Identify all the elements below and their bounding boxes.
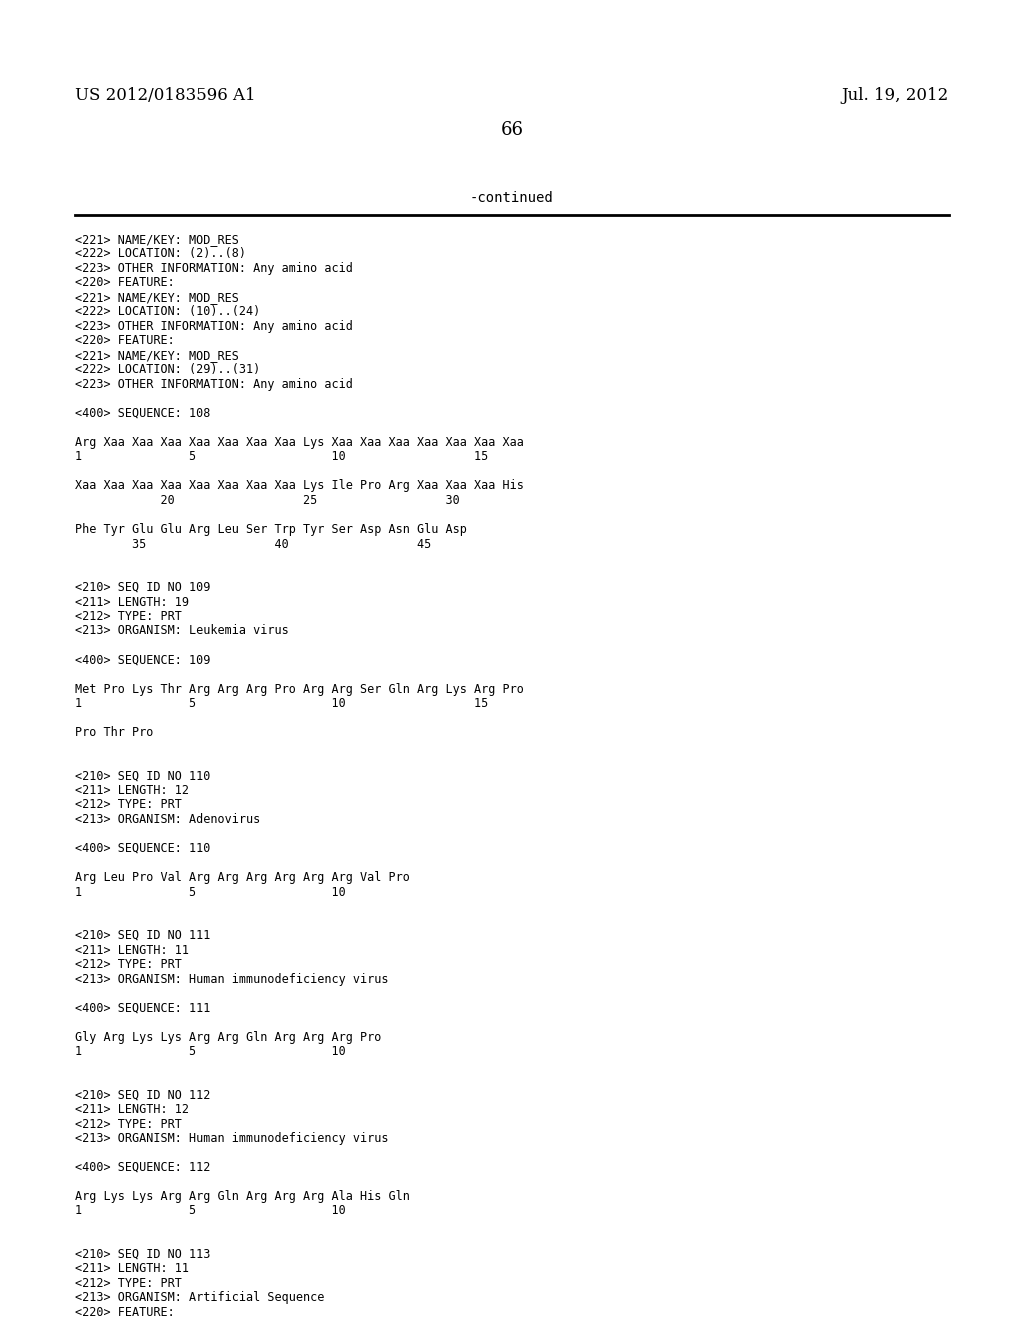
Text: <210> SEQ ID NO 109: <210> SEQ ID NO 109 — [75, 581, 210, 594]
Text: <223> OTHER INFORMATION: Any amino acid: <223> OTHER INFORMATION: Any amino acid — [75, 261, 353, 275]
Text: <221> NAME/KEY: MOD_RES: <221> NAME/KEY: MOD_RES — [75, 348, 239, 362]
Text: 1               5                   10: 1 5 10 — [75, 1045, 346, 1059]
Text: <220> FEATURE:: <220> FEATURE: — [75, 1305, 175, 1319]
Text: <223> OTHER INFORMATION: Any amino acid: <223> OTHER INFORMATION: Any amino acid — [75, 319, 353, 333]
Text: US 2012/0183596 A1: US 2012/0183596 A1 — [75, 87, 256, 103]
Text: <211> LENGTH: 19: <211> LENGTH: 19 — [75, 595, 189, 609]
Text: Xaa Xaa Xaa Xaa Xaa Xaa Xaa Xaa Lys Ile Pro Arg Xaa Xaa Xaa His: Xaa Xaa Xaa Xaa Xaa Xaa Xaa Xaa Lys Ile … — [75, 479, 524, 492]
Text: -continued: -continued — [470, 191, 554, 205]
Text: <213> ORGANISM: Human immunodeficiency virus: <213> ORGANISM: Human immunodeficiency v… — [75, 973, 388, 986]
Text: Jul. 19, 2012: Jul. 19, 2012 — [842, 87, 949, 103]
Text: <211> LENGTH: 12: <211> LENGTH: 12 — [75, 784, 189, 797]
Text: <223> OTHER INFORMATION: Any amino acid: <223> OTHER INFORMATION: Any amino acid — [75, 378, 353, 391]
Text: Phe Tyr Glu Glu Arg Leu Ser Trp Tyr Ser Asp Asn Glu Asp: Phe Tyr Glu Glu Arg Leu Ser Trp Tyr Ser … — [75, 523, 467, 536]
Text: <213> ORGANISM: Adenovirus: <213> ORGANISM: Adenovirus — [75, 813, 260, 826]
Text: <210> SEQ ID NO 110: <210> SEQ ID NO 110 — [75, 770, 210, 783]
Text: <211> LENGTH: 11: <211> LENGTH: 11 — [75, 944, 189, 957]
Text: 35                  40                  45: 35 40 45 — [75, 537, 431, 550]
Text: 1               5                   10                  15: 1 5 10 15 — [75, 450, 488, 463]
Text: <210> SEQ ID NO 113: <210> SEQ ID NO 113 — [75, 1247, 210, 1261]
Text: <221> NAME/KEY: MOD_RES: <221> NAME/KEY: MOD_RES — [75, 290, 239, 304]
Text: <222> LOCATION: (2)..(8): <222> LOCATION: (2)..(8) — [75, 248, 246, 260]
Text: Arg Leu Pro Val Arg Arg Arg Arg Arg Arg Val Pro: Arg Leu Pro Val Arg Arg Arg Arg Arg Arg … — [75, 871, 410, 884]
Text: <212> TYPE: PRT: <212> TYPE: PRT — [75, 610, 182, 623]
Text: <400> SEQUENCE: 112: <400> SEQUENCE: 112 — [75, 1162, 210, 1173]
Text: <400> SEQUENCE: 108: <400> SEQUENCE: 108 — [75, 407, 210, 420]
Text: <220> FEATURE:: <220> FEATURE: — [75, 334, 175, 347]
Text: <213> ORGANISM: Leukemia virus: <213> ORGANISM: Leukemia virus — [75, 624, 289, 638]
Text: 1               5                   10                  15: 1 5 10 15 — [75, 697, 488, 710]
Text: Gly Arg Lys Lys Arg Arg Gln Arg Arg Arg Pro: Gly Arg Lys Lys Arg Arg Gln Arg Arg Arg … — [75, 1031, 381, 1044]
Text: <213> ORGANISM: Human immunodeficiency virus: <213> ORGANISM: Human immunodeficiency v… — [75, 1133, 388, 1144]
Text: 1               5                   10: 1 5 10 — [75, 1204, 346, 1217]
Text: <400> SEQUENCE: 111: <400> SEQUENCE: 111 — [75, 1002, 210, 1015]
Text: <212> TYPE: PRT: <212> TYPE: PRT — [75, 958, 182, 972]
Text: 1               5                   10: 1 5 10 — [75, 886, 346, 899]
Text: <220> FEATURE:: <220> FEATURE: — [75, 276, 175, 289]
Text: <222> LOCATION: (10)..(24): <222> LOCATION: (10)..(24) — [75, 305, 260, 318]
Text: <400> SEQUENCE: 109: <400> SEQUENCE: 109 — [75, 653, 210, 667]
Text: <221> NAME/KEY: MOD_RES: <221> NAME/KEY: MOD_RES — [75, 234, 239, 246]
Text: Arg Xaa Xaa Xaa Xaa Xaa Xaa Xaa Lys Xaa Xaa Xaa Xaa Xaa Xaa Xaa: Arg Xaa Xaa Xaa Xaa Xaa Xaa Xaa Lys Xaa … — [75, 436, 524, 449]
Text: <212> TYPE: PRT: <212> TYPE: PRT — [75, 1276, 182, 1290]
Text: <210> SEQ ID NO 111: <210> SEQ ID NO 111 — [75, 929, 210, 942]
Text: Arg Lys Lys Arg Arg Gln Arg Arg Arg Ala His Gln: Arg Lys Lys Arg Arg Gln Arg Arg Arg Ala … — [75, 1191, 410, 1203]
Text: 20                  25                  30: 20 25 30 — [75, 494, 460, 507]
Text: <212> TYPE: PRT: <212> TYPE: PRT — [75, 1118, 182, 1130]
Text: 66: 66 — [501, 121, 523, 139]
Text: <212> TYPE: PRT: <212> TYPE: PRT — [75, 799, 182, 812]
Text: <400> SEQUENCE: 110: <400> SEQUENCE: 110 — [75, 842, 210, 855]
Text: <211> LENGTH: 12: <211> LENGTH: 12 — [75, 1104, 189, 1115]
Text: <211> LENGTH: 11: <211> LENGTH: 11 — [75, 1262, 189, 1275]
Text: Pro Thr Pro: Pro Thr Pro — [75, 726, 154, 739]
Text: <222> LOCATION: (29)..(31): <222> LOCATION: (29)..(31) — [75, 363, 260, 376]
Text: Met Pro Lys Thr Arg Arg Arg Pro Arg Arg Ser Gln Arg Lys Arg Pro: Met Pro Lys Thr Arg Arg Arg Pro Arg Arg … — [75, 682, 524, 696]
Text: <213> ORGANISM: Artificial Sequence: <213> ORGANISM: Artificial Sequence — [75, 1291, 325, 1304]
Text: <210> SEQ ID NO 112: <210> SEQ ID NO 112 — [75, 1089, 210, 1101]
